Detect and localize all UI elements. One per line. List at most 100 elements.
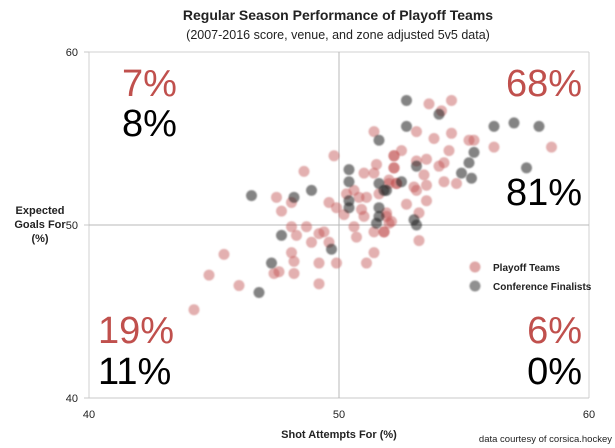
playoff-team-point (268, 267, 280, 279)
playoff-team-point (421, 179, 432, 191)
quadrant-bottom-left-playoff: 19% (98, 310, 174, 352)
playoff-team-point (428, 133, 440, 144)
playoff-team-point (351, 231, 362, 243)
conference-finalist-point (411, 160, 422, 172)
conference-finalist-point (508, 117, 520, 129)
playoff-team-point (233, 280, 245, 292)
playoff-team-point (288, 255, 300, 267)
conference-finalist-point (343, 176, 355, 188)
y-tick-label: 50 (66, 220, 78, 232)
playoff-team-point (451, 177, 462, 189)
playoff-team-point (301, 221, 312, 233)
conference-finalist-point (266, 257, 277, 269)
playoff-team-point (443, 145, 455, 157)
conference-finalist-point (306, 184, 317, 196)
conference-finalist-point (468, 146, 480, 158)
playoff-team-point (271, 191, 282, 203)
playoff-team-point (356, 203, 367, 215)
conference-finalist-point (343, 202, 355, 214)
playoff-team-point (371, 158, 382, 170)
y-tick-label: 60 (66, 47, 78, 59)
conference-finalist-point (401, 120, 412, 132)
playoff-team-point (313, 278, 325, 290)
playoff-team-point (286, 247, 297, 259)
quadrant-top-right-finalists: 81% (506, 172, 582, 214)
quadrant-top-left-finalists: 8% (122, 103, 177, 145)
playoff-team-point (331, 202, 342, 214)
playoff-team-point (218, 248, 230, 260)
playoff-team-point (368, 226, 380, 238)
conference-finalist-point (373, 202, 385, 214)
conference-finalist-point (288, 191, 300, 203)
quadrant-bottom-right-playoff: 6% (527, 310, 582, 352)
playoff-team-point (361, 191, 372, 203)
playoff-team-point (383, 217, 395, 229)
conference-finalist-point (378, 184, 390, 196)
data-credit: data courtesy of corsica.hockey (479, 434, 612, 445)
playoff-team-point (368, 126, 380, 138)
x-tick-label: 50 (333, 409, 345, 421)
conference-finalist-point (521, 162, 532, 174)
conference-finalist-point (466, 172, 477, 184)
playoff-team-point (318, 226, 330, 238)
playoff-team-point (378, 226, 390, 238)
conference-finalist-point (456, 167, 467, 179)
legend-label-finalists: Conference Finalists (493, 282, 592, 293)
legend-marker-playoff (469, 261, 481, 273)
playoff-team-point (368, 167, 380, 179)
playoff-team-point (358, 167, 370, 179)
chart-subtitle: (2007-2016 score, venue, and zone adjust… (186, 28, 490, 42)
x-axis-label: Shot Attempts For (%) (281, 429, 397, 441)
playoff-team-point (276, 205, 287, 217)
plot-frame (84, 51, 590, 399)
conference-finalist-point (326, 243, 337, 255)
conference-finalist-point (343, 164, 355, 176)
conference-finalist-point (246, 190, 257, 202)
legend: Playoff Teams Conference Finalists (469, 261, 592, 293)
quadrant-labels: 7% 8% 68% 81% 19% 11% 6% 0% (98, 63, 582, 393)
playoff-team-point (361, 257, 372, 269)
quadrant-bottom-left-finalists: 11% (98, 351, 171, 393)
y-tick-label: 40 (66, 393, 78, 405)
playoff-team-point (348, 221, 360, 233)
conference-finalist-point (401, 94, 412, 106)
playoff-team-point (298, 165, 310, 177)
conference-finalist-point (533, 120, 545, 132)
conference-finalist-point (396, 176, 407, 188)
conference-finalist-point (463, 157, 475, 169)
playoff-team-point (421, 195, 432, 207)
y-axis-label: Goals For (14, 219, 66, 231)
playoff-team-point (488, 141, 500, 153)
data-points (188, 94, 557, 316)
legend-label-playoff: Playoff Teams (493, 263, 560, 274)
conference-finalist-point (433, 108, 445, 120)
playoff-team-point (413, 235, 425, 247)
playoff-team-point (388, 150, 400, 162)
playoff-team-point (368, 247, 380, 259)
x-tick-label: 40 (83, 409, 95, 421)
conference-finalist-point (371, 217, 382, 229)
playoff-team-point (421, 153, 432, 165)
y-axis-label: (%) (31, 233, 48, 245)
conference-finalist-point (253, 286, 265, 298)
playoff-team-point (188, 304, 200, 316)
legend-marker-finalists (469, 280, 481, 292)
playoff-team-point (286, 221, 297, 233)
playoff-team-point (291, 229, 302, 241)
playoff-team-point (411, 126, 422, 138)
playoff-team-point (331, 257, 342, 269)
playoff-team-point (313, 257, 325, 269)
playoff-team-point (288, 267, 300, 279)
y-axis-label: Expected (16, 205, 65, 217)
playoff-team-point (438, 176, 450, 188)
conference-finalist-point (411, 219, 422, 231)
quadrant-top-left-playoff: 7% (122, 63, 177, 105)
playoff-team-point (203, 269, 215, 281)
quadrant-bottom-right-finalists: 0% (527, 351, 582, 393)
playoff-team-point (411, 184, 422, 196)
x-tick-label: 60 (583, 409, 595, 421)
conference-finalist-point (488, 120, 500, 132)
playoff-team-point (423, 98, 435, 110)
playoff-team-point (401, 198, 412, 210)
